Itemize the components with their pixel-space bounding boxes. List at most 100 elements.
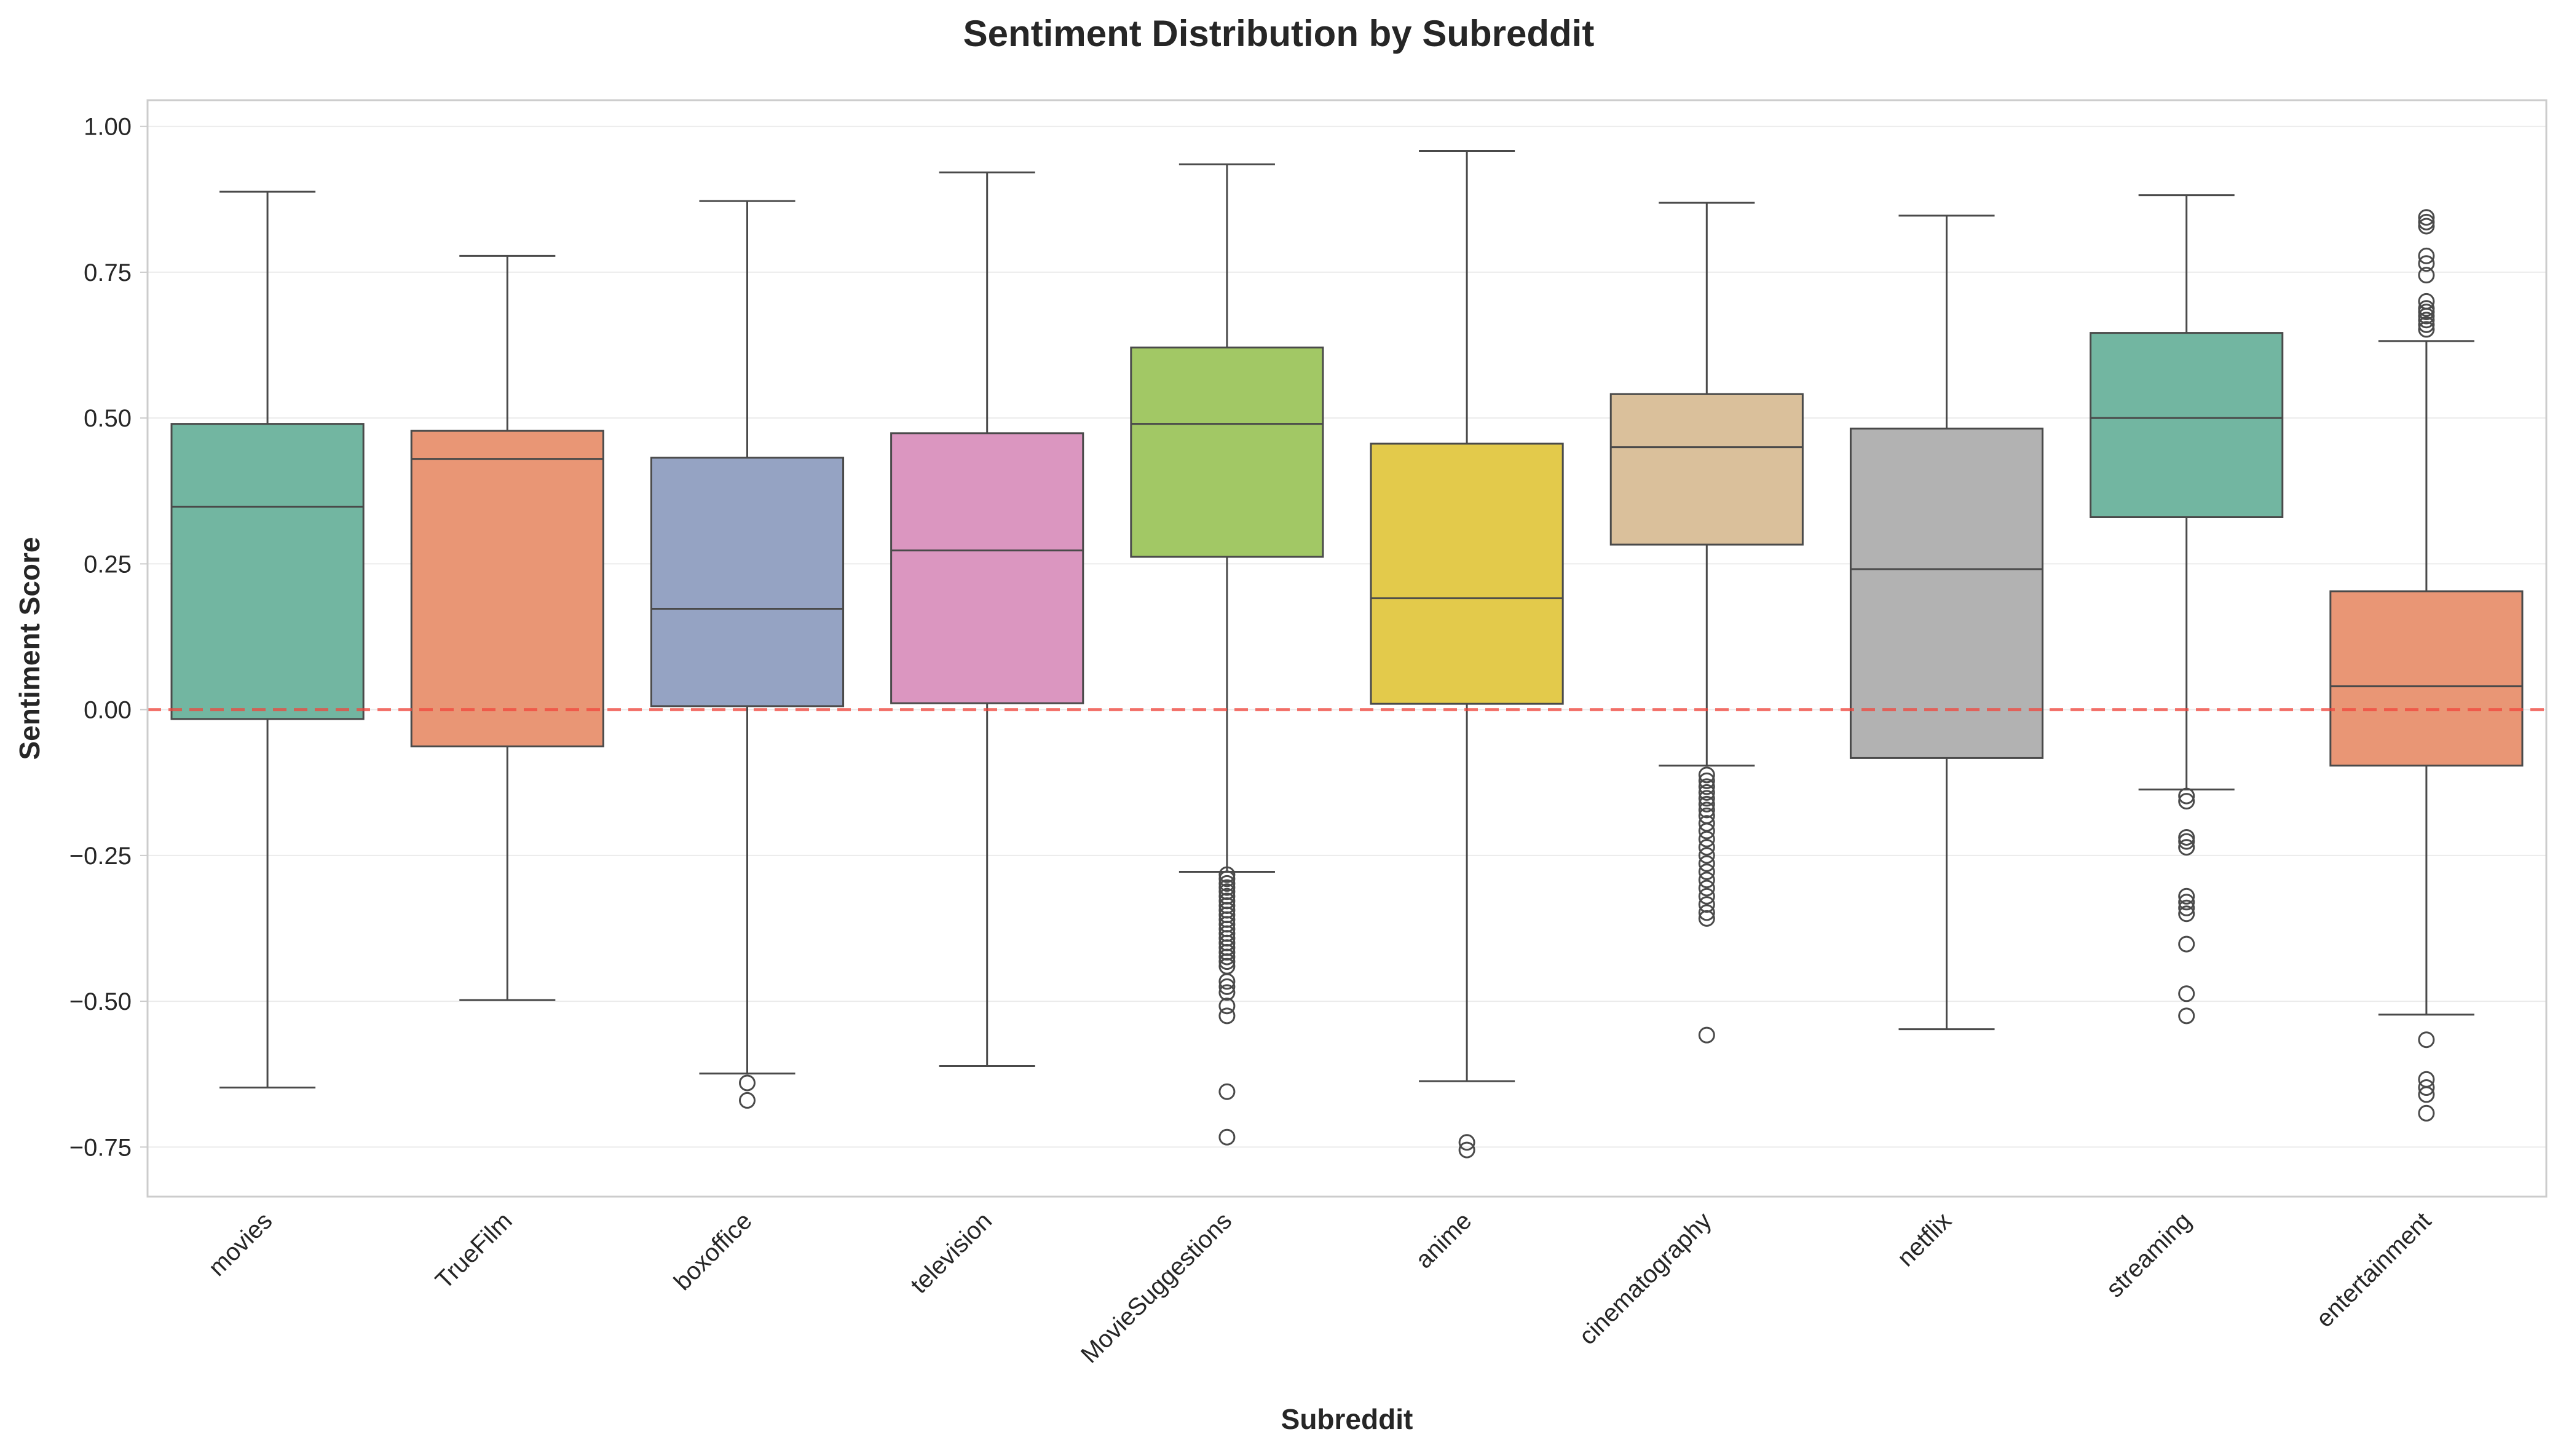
outlier-point [2418, 312, 2435, 329]
outlier-point [1698, 910, 1715, 927]
y-tick-label: 1.00 [84, 114, 132, 141]
outlier-point [1218, 948, 1236, 966]
box-group-anime [1370, 150, 1564, 1159]
outlier-point [2418, 321, 2435, 338]
iqr-box [890, 432, 1084, 704]
outlier-point [1458, 1134, 1475, 1151]
box-group-entertainment [2329, 209, 2524, 1122]
y-axis-label: Sentiment Score [14, 537, 45, 760]
box-group-netflix [1849, 214, 2044, 1031]
box-group-movies [170, 191, 365, 1089]
box-group-truefilm [410, 254, 604, 1001]
outlier-point [2178, 905, 2195, 923]
outlier-point [1698, 772, 1715, 789]
outlier-point [2178, 985, 2195, 1002]
outlier-point [2418, 300, 2435, 317]
outlier-point [2178, 894, 2195, 911]
outlier-point [1698, 887, 1715, 905]
outlier-point [1698, 872, 1715, 889]
iqr-box [1609, 393, 1804, 546]
outlier-point [1218, 866, 1236, 883]
outlier-point [1698, 880, 1715, 897]
iqr-box [170, 423, 365, 720]
x-axis-label: Subreddit [1281, 1403, 1413, 1435]
outlier-point [2418, 293, 2435, 310]
y-tick-label: −0.75 [69, 1134, 132, 1161]
box-group-moviesuggestions [1130, 163, 1324, 1146]
outlier-point [2418, 213, 2435, 230]
box-group-boxoffice [650, 200, 845, 1109]
iqr-box [2090, 332, 2284, 518]
outlier-point [2178, 935, 2195, 953]
iqr-box [650, 457, 845, 707]
outlier-point [1698, 855, 1715, 872]
outlier-point [1218, 998, 1236, 1015]
plot-frame [146, 99, 2548, 1198]
outlier-point [2418, 1079, 2435, 1096]
outlier-point [1218, 973, 1236, 990]
outlier-point [2178, 793, 2195, 810]
outlier-point [1218, 1007, 1236, 1025]
outlier-point [1698, 830, 1715, 848]
outlier-point [2178, 828, 2195, 846]
outlier-point [1698, 822, 1715, 840]
outlier-point [1218, 984, 1236, 1001]
iqr-box [2329, 590, 2524, 767]
outlier-point [1698, 847, 1715, 864]
iqr-box [1370, 443, 1564, 705]
outlier-point [2418, 267, 2435, 284]
outlier-point [1698, 795, 1715, 813]
outlier-point [1698, 766, 1715, 784]
y-tick-label: 0.00 [84, 697, 132, 724]
outlier-point [1218, 953, 1236, 970]
outlier-point [1698, 784, 1715, 801]
outlier-point [1458, 1141, 1475, 1159]
iqr-box [410, 430, 604, 747]
outlier-point [2418, 209, 2435, 226]
outlier-point [2418, 218, 2435, 235]
box-group-television [890, 171, 1084, 1067]
boxes [170, 150, 2524, 1159]
box-group-cinematography [1609, 202, 1804, 1044]
outlier-point [2418, 1031, 2435, 1049]
outlier-point [739, 1074, 756, 1092]
outlier-point [2178, 899, 2195, 916]
outlier-point [1698, 801, 1715, 819]
outlier-point [2178, 1007, 2195, 1025]
outlier-point [1698, 839, 1715, 856]
outlier-point [2178, 887, 2195, 905]
iqr-box [1849, 427, 2044, 759]
outlier-point [1218, 879, 1236, 896]
outlier-point [2418, 1104, 2435, 1122]
outlier-point [1698, 863, 1715, 880]
outlier-point [1698, 815, 1715, 832]
y-axis-ticks: −0.75 −0.50 −0.25 0.00 0.25 0.50 0.75 1.00 [69, 114, 148, 1161]
outlier-point [1218, 875, 1236, 892]
outlier-point [1218, 978, 1236, 995]
outlier-point [1698, 1026, 1715, 1044]
outlier-point [2418, 247, 2435, 264]
outlier-point [2178, 787, 2195, 805]
box-group-streaming [2090, 194, 2284, 1025]
outlier-point [1218, 870, 1236, 887]
outlier-point [2418, 1086, 2435, 1103]
outlier-point [1218, 1128, 1236, 1146]
outlier-point [1698, 904, 1715, 921]
y-tick-label: −0.50 [69, 988, 132, 1015]
y-tick-label: −0.25 [69, 843, 132, 870]
outlier-point [1698, 790, 1715, 807]
outlier-point [2418, 316, 2435, 333]
y-tick-label: 0.75 [84, 259, 132, 286]
y-tick-label: 0.25 [84, 551, 132, 578]
chart-title: Sentiment Distribution by Subreddit [963, 13, 1595, 54]
iqr-box [1130, 346, 1324, 558]
outlier-point [2178, 833, 2195, 850]
outlier-point [2178, 839, 2195, 856]
outlier-point [1698, 778, 1715, 795]
outlier-point [739, 1092, 756, 1109]
y-tick-label: 0.50 [84, 405, 132, 432]
outlier-point [2418, 255, 2435, 272]
outlier-point [1218, 1083, 1236, 1100]
